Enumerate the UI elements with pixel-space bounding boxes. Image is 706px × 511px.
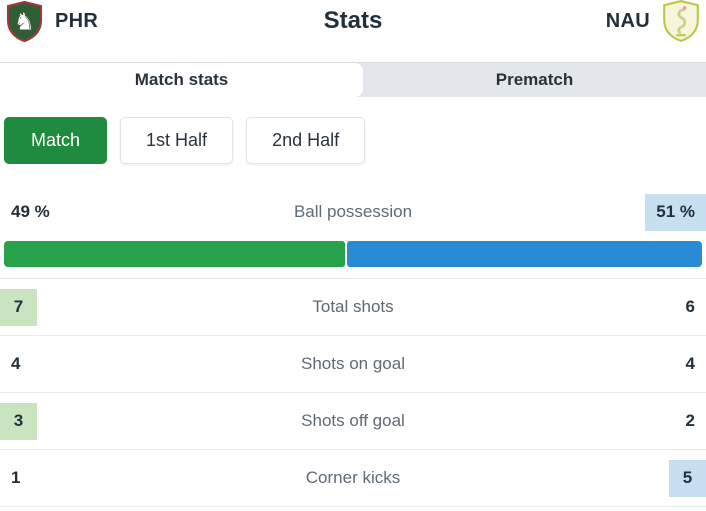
possession-label: Ball possession [293,202,413,221]
stat-home-value: 4 [11,354,21,373]
stat-home-value: 7 [0,288,37,326]
period-filters: Match 1st Half 2nd Half [4,117,702,164]
stat-label: Shots off goal [301,411,405,430]
possession-bar-away [347,241,702,267]
stat-row: 3 Shots off goal 2 [0,393,706,450]
possession-row: 49 % Ball possession 51 % [0,188,706,236]
home-team: ♞ PHR [6,0,98,42]
possession-home-value: 49 % [11,202,50,221]
stat-label: Shots on goal [301,354,405,373]
stat-home-value: 3 [0,402,37,440]
header: ♞ PHR Stats NAU [0,0,706,62]
page-title: Stats [323,7,383,34]
home-team-code: PHR [55,9,99,32]
away-team-code: NAU [605,9,650,32]
filter-match-button[interactable]: Match [4,117,108,164]
possession-away-value: 51 % [645,193,706,231]
stat-row: 7 Total shots 6 [0,279,706,336]
stat-away-value: 5 [669,459,706,497]
stats-list: 7 Total shots 6 4 Shots on goal 4 3 Shot… [0,278,706,507]
stats-tabbar: Match stats Prematch [0,62,706,97]
stat-row: 4 Shots on goal 4 [0,336,706,393]
home-team-crest-icon: ♞ [6,0,43,42]
stat-label: Total shots [312,297,394,316]
svg-text:♞: ♞ [14,8,35,34]
tab-prematch[interactable]: Prematch [495,70,574,89]
filter-second-half-button[interactable]: 2nd Half [246,117,366,164]
possession-bar-home [4,241,346,267]
away-team: NAU [606,0,700,42]
stat-away-value: 6 [685,297,695,316]
stat-home-value: 1 [11,468,21,487]
tab-match-stats[interactable]: Match stats [0,63,363,97]
filter-first-half-button[interactable]: 1st Half [120,117,234,164]
away-team-crest-icon [663,0,699,42]
stat-label: Corner kicks [305,468,401,487]
stat-away-value: 4 [685,354,695,373]
stat-away-value: 2 [685,411,695,430]
stat-row: 1 Corner kicks 5 [0,450,706,507]
possession-bar [4,241,702,267]
